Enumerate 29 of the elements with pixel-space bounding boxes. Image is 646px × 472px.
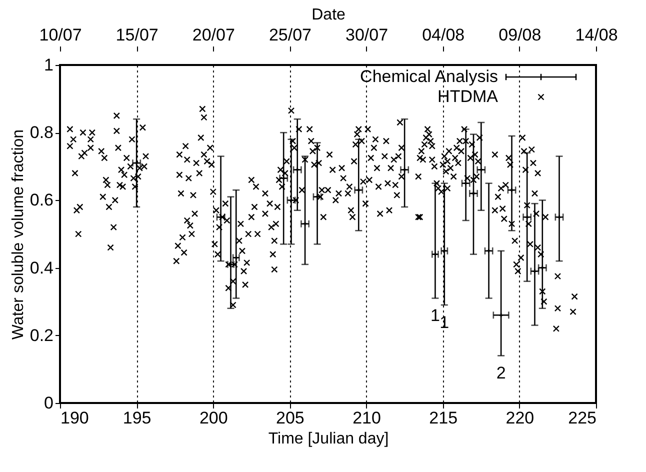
annotation: 2 xyxy=(496,364,506,383)
x2-tick-label: 30/07 xyxy=(346,26,388,44)
x-tick-label: 200 xyxy=(199,408,228,428)
x2-tick-label: 04/08 xyxy=(422,26,465,44)
x-tick-label: 205 xyxy=(276,408,304,428)
y-tick-label: 0 xyxy=(44,394,54,412)
x2-tick-label: 15/07 xyxy=(116,26,158,44)
y-tick-label: 1 xyxy=(44,56,54,74)
x-tick-label: 190 xyxy=(60,408,89,428)
y-axis-title: Water soluble volume fraction xyxy=(10,129,27,340)
legend-label: HTDMA xyxy=(438,87,499,106)
legend-label: Chemical Analysis xyxy=(360,67,498,86)
x2-tick-label: 20/07 xyxy=(192,26,235,44)
x2-tick-label: 14/08 xyxy=(575,26,618,44)
x-tick-label: 225 xyxy=(568,408,596,428)
x-tick-label: 195 xyxy=(122,408,152,428)
y-tick-label: 0.2 xyxy=(30,326,54,345)
annotation: 1 xyxy=(430,306,440,326)
x-tick-label: 210 xyxy=(352,408,381,428)
x-tick-label: 220 xyxy=(506,408,534,428)
x2-tick-label: 09/08 xyxy=(498,26,542,44)
y-tick-label: 0.4 xyxy=(30,258,54,278)
y-tick-label: 0.6 xyxy=(30,190,54,210)
x-tick-label: 215 xyxy=(429,408,458,428)
x2-tick-label: 10/07 xyxy=(39,26,82,44)
y-tick-label: 0.8 xyxy=(30,123,54,142)
x-axis-title: Time [Julian day] xyxy=(268,430,389,448)
x2-axis-title: Date xyxy=(312,6,346,24)
x2-tick-label: 25/07 xyxy=(268,26,312,44)
